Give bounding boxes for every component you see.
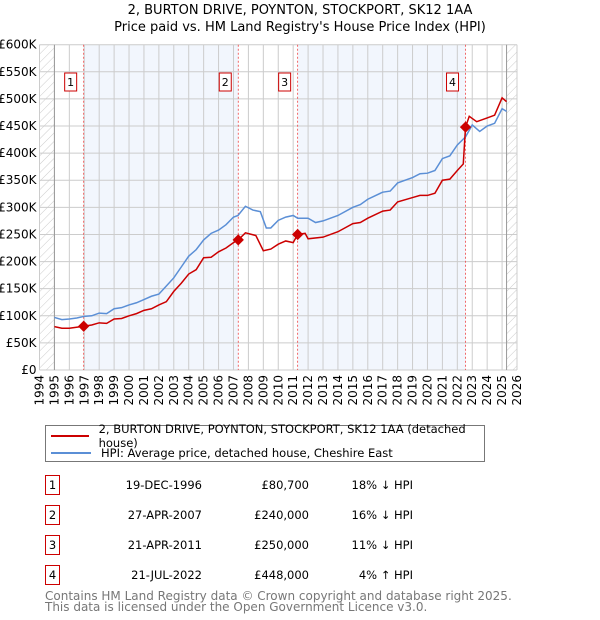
x-tick-label: 1996 bbox=[62, 375, 76, 406]
sale-row: 2 27-APR-2007 £240,000 16% ↓ HPI bbox=[45, 505, 445, 525]
x-tick-label: 2015 bbox=[346, 375, 360, 406]
y-tick-label: £600K bbox=[0, 38, 38, 52]
x-tick-label: 2016 bbox=[361, 375, 375, 406]
x-tick-label: 2007 bbox=[226, 375, 240, 406]
sale-price: £240,000 bbox=[254, 508, 309, 522]
y-tick-label: £550K bbox=[0, 65, 38, 79]
x-tick-label: 2017 bbox=[376, 375, 390, 406]
x-tick-label: 1994 bbox=[33, 375, 47, 406]
y-tick-label: £150K bbox=[0, 282, 38, 296]
x-tick-label: 2005 bbox=[197, 375, 211, 406]
x-tick-label: 2021 bbox=[435, 375, 449, 406]
sale-date: 19-DEC-1996 bbox=[125, 478, 202, 492]
chart-subtitle: Price paid vs. HM Land Registry's House … bbox=[114, 20, 486, 35]
sale-label: 2 bbox=[222, 76, 229, 89]
sale-hpi-diff: 18% ↓ HPI bbox=[351, 478, 413, 492]
sale-label: 3 bbox=[281, 76, 288, 89]
x-tick-label: 2010 bbox=[271, 375, 285, 406]
x-tick-label: 2009 bbox=[256, 375, 270, 406]
sale-number-badge: 1 bbox=[45, 475, 60, 495]
x-tick-label: 2018 bbox=[391, 375, 405, 406]
x-tick-label: 2020 bbox=[420, 375, 434, 406]
sale-number-badge: 3 bbox=[45, 535, 60, 555]
sale-date: 21-JUL-2022 bbox=[131, 568, 202, 582]
legend-label: HPI: Average price, detached house, Ches… bbox=[101, 445, 393, 460]
sale-hpi-diff: 11% ↓ HPI bbox=[351, 538, 413, 552]
x-tick-label: 2003 bbox=[167, 375, 181, 406]
sale-price: £448,000 bbox=[254, 568, 309, 582]
x-tick-label: 2004 bbox=[182, 375, 196, 406]
x-tick-label: 2008 bbox=[241, 375, 255, 406]
sale-label-box bbox=[278, 72, 292, 92]
x-tick-label: 2022 bbox=[450, 375, 464, 406]
x-tick-label: 2000 bbox=[122, 375, 136, 406]
sale-point bbox=[232, 234, 244, 246]
y-tick-label: £100K bbox=[0, 309, 38, 323]
sale-label-box bbox=[64, 72, 78, 92]
legend-label: 2, BURTON DRIVE, POYNTON, STOCKPORT, SK1… bbox=[98, 421, 466, 450]
x-tick-label: 2025 bbox=[495, 375, 509, 406]
sale-label: 1 bbox=[67, 76, 74, 89]
y-tick-label: £400K bbox=[0, 146, 38, 160]
sale-date: 27-APR-2007 bbox=[127, 508, 202, 522]
legend-item-hpi: HPI: Average price, detached house, Ches… bbox=[51, 444, 393, 461]
sale-hpi-diff: 16% ↓ HPI bbox=[351, 508, 413, 522]
chart: 1 2 3 4 £0 £50K £100K £150K £200K £250K £300K £350K… bbox=[0, 38, 524, 406]
x-tick-label: 1997 bbox=[77, 375, 91, 406]
price-paid-line bbox=[54, 96, 508, 330]
x-tick-label: 2023 bbox=[465, 375, 479, 406]
footer-line-1: Contains HM Land Registry data © Crown c… bbox=[45, 589, 512, 603]
x-tick-label: 2001 bbox=[137, 375, 151, 406]
x-tick-label: 2002 bbox=[152, 375, 166, 406]
y-tick-label: £50K bbox=[6, 336, 38, 350]
x-tick-label: 2011 bbox=[286, 375, 300, 406]
red-line-swatch bbox=[51, 434, 89, 437]
sale-date: 21-APR-2011 bbox=[127, 538, 202, 552]
sale-label-box bbox=[446, 72, 460, 92]
x-tick-label: 1995 bbox=[47, 375, 61, 406]
sale-label: 4 bbox=[449, 76, 456, 89]
footer-line-2: This data is licensed under the Open Gov… bbox=[45, 600, 428, 614]
legend: 2, BURTON DRIVE, POYNTON, STOCKPORT, SK1… bbox=[45, 422, 485, 462]
sale-hpi-diff: 4% ↑ HPI bbox=[358, 568, 413, 582]
sale-price: £80,700 bbox=[261, 478, 309, 492]
sale-row: 3 21-APR-2011 £250,000 11% ↓ HPI bbox=[45, 535, 445, 555]
x-tick-label: 2024 bbox=[480, 375, 494, 406]
sale-label-box bbox=[218, 72, 232, 92]
y-tick-label: £250K bbox=[0, 227, 38, 241]
x-tick-label: 1998 bbox=[92, 375, 106, 406]
blue-line-swatch bbox=[51, 451, 91, 454]
y-tick-label: £300K bbox=[0, 200, 38, 214]
y-tick-label: £0 bbox=[21, 363, 36, 377]
x-tick-label: 2014 bbox=[331, 375, 345, 406]
y-tick-label: £350K bbox=[0, 173, 38, 187]
x-tick-label: 1999 bbox=[107, 375, 121, 406]
x-tick-label: 2013 bbox=[316, 375, 330, 406]
sale-row: 4 21-JUL-2022 £448,000 4% ↑ HPI bbox=[45, 565, 445, 585]
sale-point bbox=[291, 228, 304, 241]
x-tick-label: 2026 bbox=[510, 375, 524, 406]
y-tick-label: £450K bbox=[0, 119, 38, 133]
y-tick-label: £500K bbox=[0, 92, 38, 106]
sale-price: £250,000 bbox=[254, 538, 309, 552]
sale-row: 1 19-DEC-1996 £80,700 18% ↓ HPI bbox=[45, 475, 445, 495]
chart-title: 2, BURTON DRIVE, POYNTON, STOCKPORT, SK1… bbox=[127, 3, 473, 18]
sale-number-badge: 4 bbox=[45, 565, 60, 585]
sale-number-badge: 2 bbox=[45, 505, 60, 525]
hpi-line bbox=[54, 107, 507, 321]
x-tick-label: 2012 bbox=[301, 375, 315, 406]
legend-item-property: 2, BURTON DRIVE, POYNTON, STOCKPORT, SK1… bbox=[51, 422, 484, 450]
y-tick-label: £200K bbox=[0, 255, 38, 269]
x-tick-label: 2019 bbox=[406, 375, 420, 406]
x-tick-label: 2006 bbox=[212, 375, 226, 406]
